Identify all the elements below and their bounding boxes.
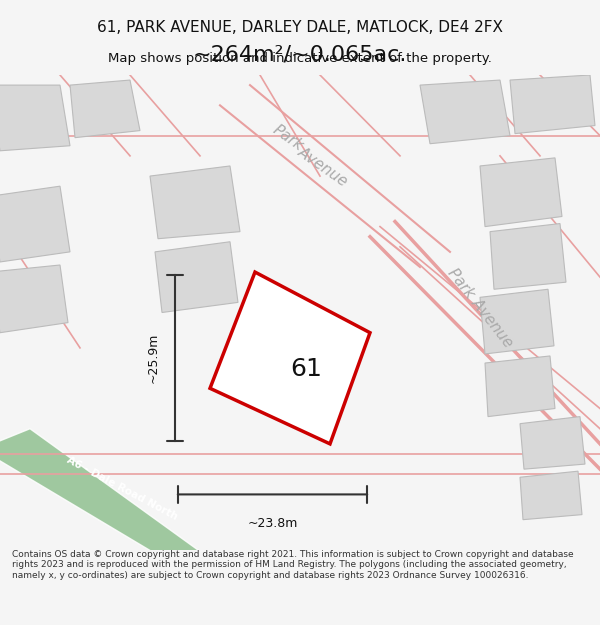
Polygon shape bbox=[520, 417, 585, 469]
Polygon shape bbox=[520, 471, 582, 519]
Polygon shape bbox=[0, 265, 68, 332]
Polygon shape bbox=[70, 80, 140, 138]
Polygon shape bbox=[485, 356, 555, 417]
Text: Park Avenue: Park Avenue bbox=[445, 266, 516, 351]
Polygon shape bbox=[510, 75, 595, 134]
Text: ~264m²/~0.065ac.: ~264m²/~0.065ac. bbox=[193, 44, 407, 64]
Text: Avenue: Avenue bbox=[295, 144, 350, 189]
Polygon shape bbox=[0, 85, 70, 151]
Text: Map shows position and indicative extent of the property.: Map shows position and indicative extent… bbox=[108, 52, 492, 65]
Text: Park: Park bbox=[270, 122, 306, 154]
Polygon shape bbox=[480, 289, 554, 354]
Polygon shape bbox=[150, 166, 240, 239]
Text: Contains OS data © Crown copyright and database right 2021. This information is : Contains OS data © Crown copyright and d… bbox=[12, 550, 574, 580]
Text: 61: 61 bbox=[290, 357, 322, 381]
Polygon shape bbox=[210, 272, 370, 444]
Text: 61, PARK AVENUE, DARLEY DALE, MATLOCK, DE4 2FX: 61, PARK AVENUE, DARLEY DALE, MATLOCK, D… bbox=[97, 20, 503, 35]
Polygon shape bbox=[490, 224, 566, 289]
Text: ~25.9m: ~25.9m bbox=[147, 332, 160, 383]
Polygon shape bbox=[420, 80, 510, 144]
Polygon shape bbox=[0, 429, 240, 581]
Text: ~23.8m: ~23.8m bbox=[247, 517, 298, 529]
Polygon shape bbox=[155, 242, 238, 312]
Polygon shape bbox=[0, 186, 70, 262]
Polygon shape bbox=[480, 158, 562, 227]
Text: A6 - Dale Road North: A6 - Dale Road North bbox=[65, 455, 179, 522]
